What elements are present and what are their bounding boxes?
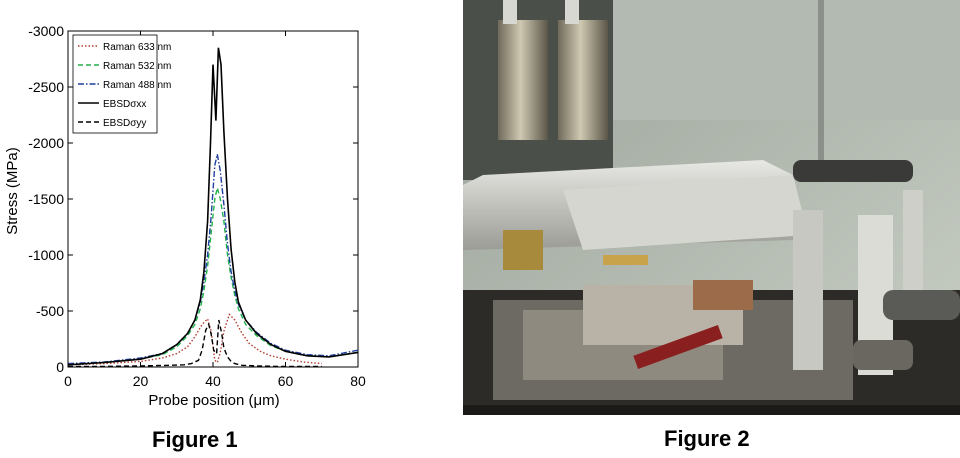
y-tick-label: -1500 <box>28 191 64 207</box>
legend-label: Raman 532 nm <box>103 61 171 72</box>
figure-1-caption: Figure 1 <box>152 427 238 452</box>
legend-label: EBSDσyy <box>103 118 146 129</box>
x-tick-label: 60 <box>278 373 294 389</box>
series-line-3 <box>67 154 359 365</box>
x-tick-label: 40 <box>205 373 221 389</box>
y-tick-label: -3000 <box>28 23 64 39</box>
tick-label-layer: 0 20 40 60 80 0 -500 -1000 -1500 -2000 -2500 -3000 <box>28 23 366 389</box>
x-tick-label: 0 <box>64 373 72 389</box>
y-tick-label: -500 <box>36 303 64 319</box>
x-axis-label: Probe position (μm) <box>148 392 279 409</box>
x-tick-label: 80 <box>350 373 366 389</box>
y-tick-label: -2000 <box>28 135 64 151</box>
series-line-4 <box>67 47 359 366</box>
figure-2-caption: Figure 2 <box>664 426 750 451</box>
chart-legend: Raman 633 nm Raman 532 nm Raman 488 nm EBSD… <box>72 34 171 134</box>
series-line-2 <box>67 187 359 366</box>
legend-label: EBSDσxx <box>103 99 146 110</box>
y-axis-label: Stress (MPa) <box>4 147 21 235</box>
y-tick-label: -1000 <box>28 247 64 263</box>
legend-label: Raman 488 nm <box>103 80 171 91</box>
x-tick-label: 20 <box>133 373 149 389</box>
y-tick-label: 0 <box>56 359 64 375</box>
instrument-photo <box>463 0 960 415</box>
legend-label: Raman 633 nm <box>103 42 171 53</box>
series-layer <box>67 47 359 368</box>
series-line-5 <box>68 319 322 368</box>
y-tick-label: -2500 <box>28 79 64 95</box>
stress-profile-chart: 0 20 40 60 800-500-1000-1500-2000-2500-3000 … <box>4 23 366 409</box>
series-line-1 <box>67 313 322 366</box>
